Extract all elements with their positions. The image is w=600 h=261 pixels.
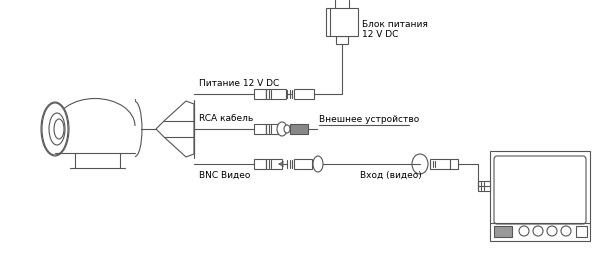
Ellipse shape: [412, 154, 428, 174]
Polygon shape: [294, 159, 312, 169]
Ellipse shape: [277, 122, 287, 136]
Polygon shape: [294, 89, 314, 99]
Polygon shape: [430, 159, 450, 169]
Ellipse shape: [561, 226, 571, 236]
Polygon shape: [290, 124, 308, 134]
Text: BNC Видео: BNC Видео: [199, 171, 250, 180]
Polygon shape: [326, 8, 358, 36]
Polygon shape: [336, 36, 348, 44]
Ellipse shape: [533, 226, 543, 236]
Polygon shape: [254, 124, 266, 134]
Ellipse shape: [284, 125, 290, 133]
Ellipse shape: [49, 113, 65, 145]
Text: Питание 12 V DC: Питание 12 V DC: [199, 79, 279, 88]
Polygon shape: [266, 124, 278, 134]
Ellipse shape: [42, 103, 68, 155]
Ellipse shape: [519, 226, 529, 236]
Polygon shape: [156, 101, 194, 157]
Text: Вход (видео): Вход (видео): [360, 171, 422, 180]
Polygon shape: [494, 226, 512, 237]
Polygon shape: [266, 89, 286, 99]
Polygon shape: [576, 226, 587, 237]
Polygon shape: [478, 181, 490, 191]
Ellipse shape: [41, 102, 69, 156]
Ellipse shape: [547, 226, 557, 236]
Text: Внешнее устройство: Внешнее устройство: [319, 115, 419, 124]
Ellipse shape: [54, 119, 64, 139]
Polygon shape: [266, 159, 282, 169]
Polygon shape: [490, 151, 590, 241]
Polygon shape: [254, 89, 266, 99]
Polygon shape: [450, 159, 458, 169]
FancyBboxPatch shape: [494, 156, 586, 224]
Text: RCA кабель: RCA кабель: [199, 114, 253, 123]
Text: Блок питания
12 V DC: Блок питания 12 V DC: [362, 20, 428, 39]
Ellipse shape: [313, 156, 323, 172]
Polygon shape: [254, 159, 266, 169]
